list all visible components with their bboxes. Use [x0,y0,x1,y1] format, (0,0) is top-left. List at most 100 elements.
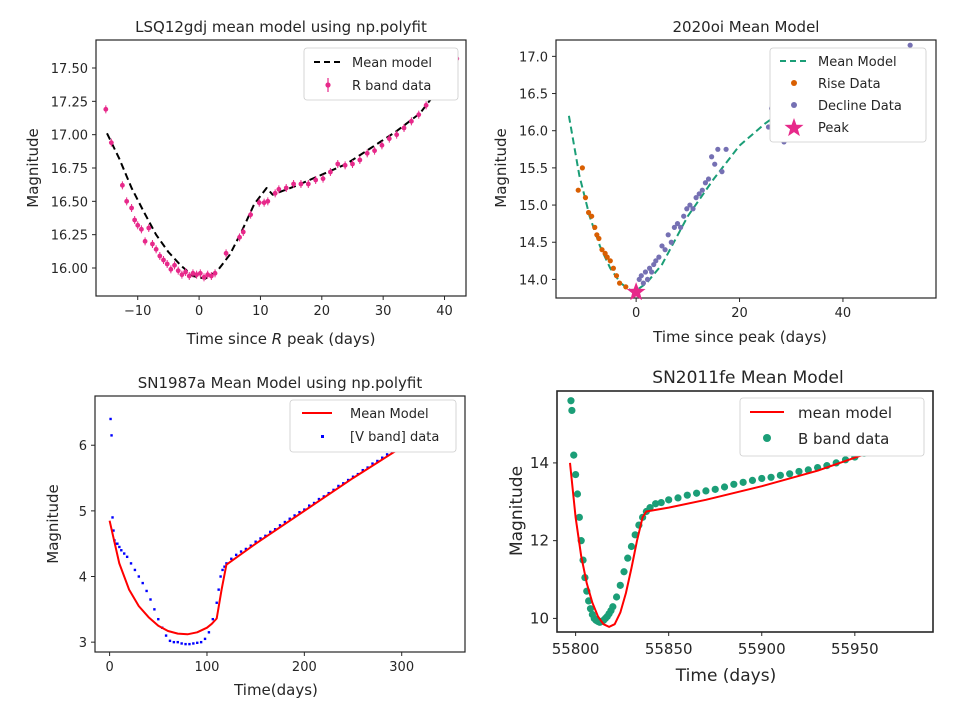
v-band-data-point [112,529,115,532]
r-band-data-point [197,270,203,276]
decline-data-point [687,202,693,208]
panel-2020oi: 2020oi Mean Model Time since peak (days)… [492,18,937,346]
legend-swatch-decline-data [791,102,797,108]
r-band-data-point [205,272,211,278]
r-band-data-point [265,198,271,204]
v-band-data-point [109,417,112,421]
x-tick-label: 55850 [645,640,693,658]
rise-data-point [623,284,629,290]
r-band-data-point [194,272,200,278]
b-band-data-point [567,397,575,405]
ticks: 0 100 200 300 3 4 5 6 [79,439,414,675]
b-band-data-point [786,470,794,478]
panel-lsq12gdj: LSQ12gdj mean model using np.polyfit Tim… [24,18,467,348]
rise-data-point [582,195,589,201]
b-band-data-point [711,485,719,493]
r-band-data-point [335,161,341,167]
v-band-data-point [385,453,389,456]
r-band-data-point [132,217,138,223]
v-band-data-point [342,482,345,485]
b-band-data-point [657,498,665,507]
v-band-data-point [217,588,220,591]
legend: mean model B band data [739,397,925,457]
b-band-data-point [739,478,747,486]
y-axis-label: Magnitude [44,484,62,563]
r-band-data-point [283,185,289,191]
v-band-data-point [123,552,126,555]
v-band-data-point [351,475,355,478]
x-axis-label: Time since peak (days) [652,328,827,346]
x-tick-label: 20 [314,304,331,319]
legend-label-peak: Peak [818,121,849,136]
r-band-data-point [305,181,311,187]
legend-label-mean-model: Mean model [352,56,432,71]
r-band-data-point [416,112,422,118]
r-band-data-point [146,225,152,231]
v-band-data-point [203,637,207,641]
r-band-data-point [208,273,214,279]
r-band-data-point [291,181,296,187]
v-band-data-point [215,601,218,604]
legend-swatch-rise-data [791,80,797,86]
ticks: −10 0 10 20 30 40 16.00 16.25 16.50 16.75 17.00 17.… [51,62,453,319]
b-band-data-point [624,554,632,562]
r-band-data-point [372,148,377,154]
legend-label-mean-model: Mean Model [818,55,897,70]
v-band-data-point [129,562,133,565]
r-band-data-point [327,169,333,175]
y-tick-label: 15.0 [519,199,548,214]
x-tick-label: 100 [195,660,220,675]
v-band-data-point [317,497,321,501]
r-band-data-point [175,268,181,274]
decline-data-point [690,206,696,212]
rise-data-point [616,280,623,286]
b-band-data-point [620,568,628,576]
b-band-data-point [646,504,654,512]
mean-model-line [108,411,451,636]
r-band-data-point [320,176,326,182]
v-band-data-point [371,462,374,465]
r-band-data-point [237,234,242,240]
r-band-data-point [135,222,141,228]
v-band-data-point [264,534,267,538]
decline-data-point [677,224,684,230]
v-band-data-point [332,488,335,492]
y-tick-label: 10 [530,609,549,627]
v-band-data-point [254,540,257,543]
r-band-data-point [201,274,207,280]
v-band-data-point [110,434,113,437]
panel-sn1987a: SN1987a Mean Model using np.polyfit Time… [44,374,466,699]
decline-data-point [668,239,674,245]
r-band-data-point [183,269,188,275]
b-band-data-point [795,467,803,476]
legend: Mean model R band data [303,47,459,101]
v-band-data-point [225,562,228,565]
v-band-data-point [283,520,287,524]
r-band-data-point [423,102,429,108]
rise-data-point [585,209,592,216]
b-band-data-point [730,480,738,488]
v-band-data-point [249,544,252,547]
x-tick-label: 300 [389,660,414,675]
legend-swatch-b-band [763,434,771,442]
legend-label-mean-model: mean model [798,404,892,422]
decline-data-point [712,161,718,167]
v-band-data-point [366,466,369,469]
y-tick-label: 15.5 [519,162,548,177]
v-band-data-point [308,504,311,507]
v-band-data-point [111,516,114,519]
decline-data-point [681,213,687,219]
r-band-data-point [298,181,304,187]
v-band-data-point [239,550,243,553]
ticks: 55800 55850 55900 55950 10 12 14 [530,454,879,658]
decline-data-point [644,276,651,283]
r-band-data-point [240,229,246,235]
decline-data-point [705,176,712,182]
r-band-data-point [161,257,166,263]
x-tick-label: 0 [632,306,640,321]
rise-data-point [599,247,605,253]
v-band-data-point [259,537,262,540]
r-band-data-point [256,200,262,206]
decline-data-point [719,169,725,175]
b-band-data-point [586,605,595,613]
